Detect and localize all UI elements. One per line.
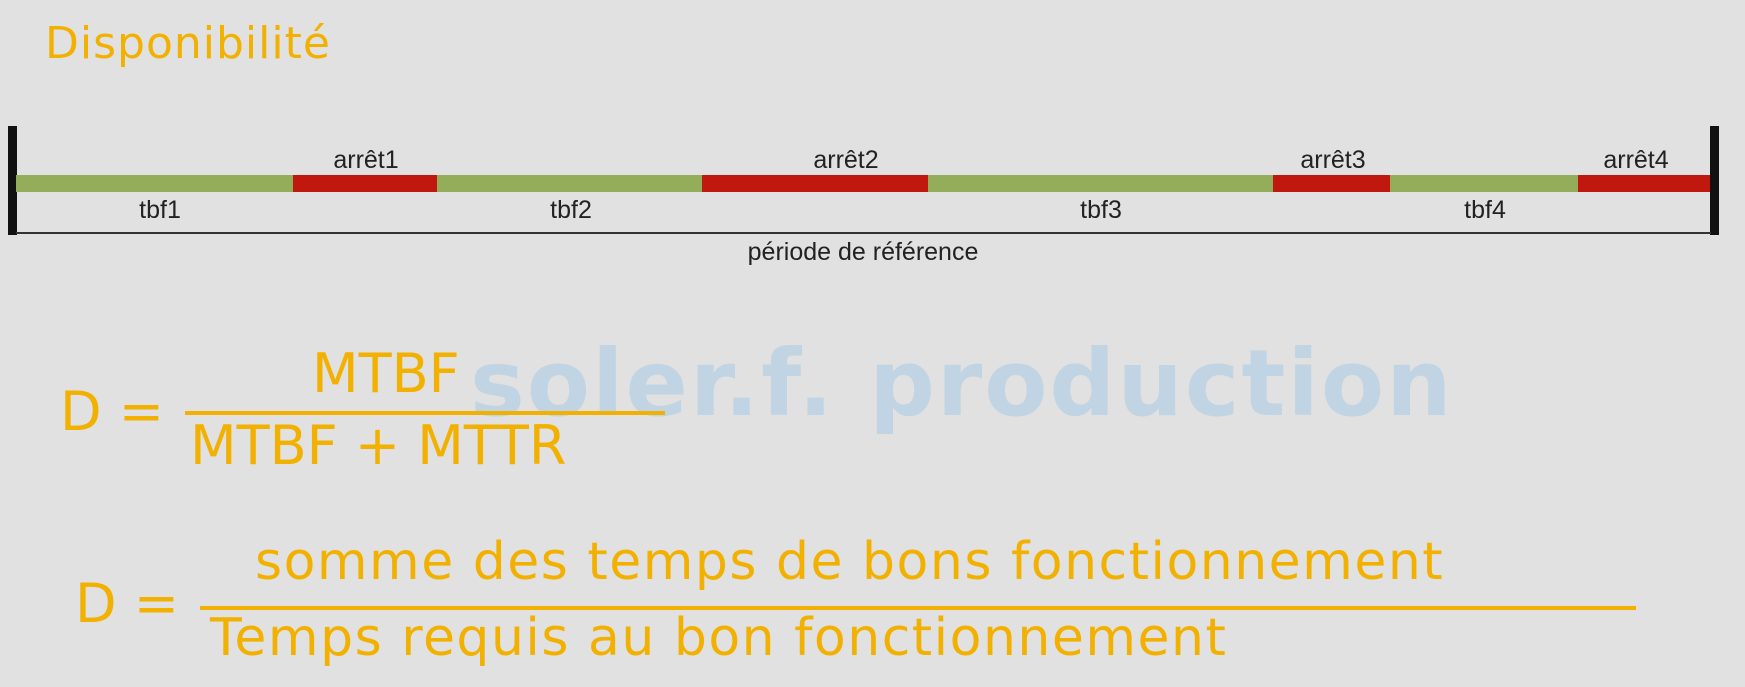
formula2-numerator: somme des temps de bons fonctionnement [255,532,1445,592]
formula2-lhs: D = [75,572,179,635]
slide-title: Disponibilité [45,18,331,69]
segment-tbf1 [16,175,293,192]
label-tbf1: tbf1 [139,196,181,224]
label-tbf3: tbf3 [1080,196,1122,224]
period-baseline [16,232,1711,234]
segment-arret4 [1578,175,1710,192]
label-tbf4: tbf4 [1464,196,1506,224]
formula1-fraction-bar [185,411,665,415]
segment-arret1 [293,175,437,192]
label-arret3: arrêt3 [1300,146,1366,174]
segment-arret3 [1273,175,1390,192]
period-label: période de référence [747,238,979,266]
segment-tbf2 [437,175,702,192]
formula2-fraction-bar [200,606,1636,610]
segment-tbf4 [1390,175,1578,192]
segment-arret2 [702,175,928,192]
segment-tbf3 [928,175,1273,192]
label-arret2: arrêt2 [813,146,879,174]
label-arret4: arrêt4 [1603,146,1669,174]
formula1-lhs: D = [60,380,164,443]
label-arret1: arrêt1 [333,146,399,174]
watermark-logo: soler.f. production [470,330,1454,437]
formula2-denominator: Temps requis au bon fonctionnement [210,608,1228,668]
period-start-marker [8,126,17,235]
formula1-numerator: MTBF [312,342,460,405]
formula1-denominator: MTBF + MTTR [190,414,567,477]
label-tbf2: tbf2 [550,196,592,224]
period-end-marker [1710,126,1719,235]
